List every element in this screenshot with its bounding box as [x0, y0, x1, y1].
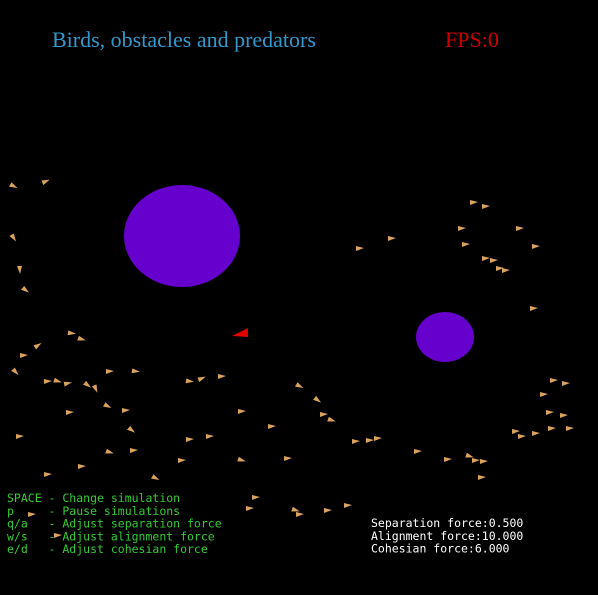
bird [566, 426, 574, 431]
bird [388, 236, 396, 241]
bird [178, 458, 186, 463]
bird [103, 402, 112, 408]
bird [295, 382, 304, 388]
bird [17, 266, 22, 274]
bird [186, 437, 194, 442]
bird [482, 204, 490, 209]
bird [327, 416, 336, 422]
help-line: p - Pause simulations [7, 504, 180, 518]
bird [462, 242, 470, 247]
bird [344, 503, 352, 508]
bird [252, 495, 260, 500]
bird [130, 448, 138, 453]
bird [218, 374, 226, 379]
bird [83, 380, 92, 388]
bird [532, 244, 540, 249]
bird [268, 424, 276, 429]
bird [478, 475, 486, 480]
bird [518, 434, 526, 439]
obstacle [124, 185, 240, 287]
bird [67, 330, 76, 336]
help-line: q/a - Adjust separation force [7, 517, 222, 531]
bird [560, 413, 568, 418]
bird [238, 409, 246, 414]
bird [540, 392, 548, 397]
bird [9, 182, 18, 188]
bird [313, 395, 322, 403]
bird [20, 353, 28, 358]
fps: FPS:0 [445, 27, 499, 52]
bird [66, 410, 74, 415]
bird [444, 457, 452, 462]
bird [490, 258, 498, 263]
bird [296, 512, 304, 517]
bird [320, 412, 328, 417]
bird [502, 268, 510, 273]
bird [53, 377, 62, 383]
title: Birds, obstacles and predators [52, 27, 316, 52]
bird [28, 512, 36, 517]
bird [472, 458, 480, 463]
bird [237, 456, 246, 462]
bird [131, 368, 140, 374]
bird [11, 367, 19, 376]
help-line: e/d - Adjust cohesian force [7, 542, 208, 556]
bird [482, 256, 490, 261]
bird [458, 226, 466, 231]
bird [197, 376, 206, 383]
bird [532, 431, 540, 436]
bird [324, 508, 332, 513]
bird [9, 233, 16, 242]
bird [206, 434, 214, 439]
bird [512, 429, 520, 434]
bird [122, 408, 130, 413]
bird [516, 226, 524, 231]
bird [127, 425, 136, 433]
bird [41, 179, 50, 186]
bird [91, 384, 98, 393]
bird [546, 410, 554, 415]
bird [480, 459, 488, 464]
help-line: w/s - Adjust alignment force [7, 529, 215, 543]
help-line: SPACE - Change simulation [7, 491, 180, 505]
bird [284, 456, 292, 461]
bird [44, 472, 52, 477]
bird [77, 335, 86, 341]
bird [548, 426, 556, 431]
bird [352, 439, 360, 444]
bird [356, 246, 364, 251]
bird [470, 200, 478, 205]
birds [9, 179, 574, 538]
bird [366, 438, 374, 443]
bird [414, 449, 422, 454]
bird [562, 381, 570, 386]
bird [550, 378, 558, 383]
predator [232, 328, 248, 337]
bird [530, 306, 538, 311]
force-line: Alignment force:10.000 [371, 529, 523, 543]
bird [21, 285, 30, 293]
bird [63, 381, 72, 387]
force-line: Cohesian force:6.000 [371, 542, 510, 556]
bird [16, 434, 24, 439]
bird [374, 436, 382, 441]
bird [246, 506, 254, 511]
bird [54, 533, 62, 538]
bird [105, 448, 114, 454]
bird [78, 464, 86, 469]
bird [44, 379, 52, 384]
bird [465, 452, 474, 458]
bird [106, 369, 114, 374]
force-line: Separation force:0.500 [371, 516, 523, 530]
bird [151, 474, 160, 480]
bird [33, 343, 42, 350]
bird [291, 506, 300, 512]
obstacle [416, 312, 474, 362]
bird [496, 266, 504, 271]
bird [185, 378, 194, 384]
